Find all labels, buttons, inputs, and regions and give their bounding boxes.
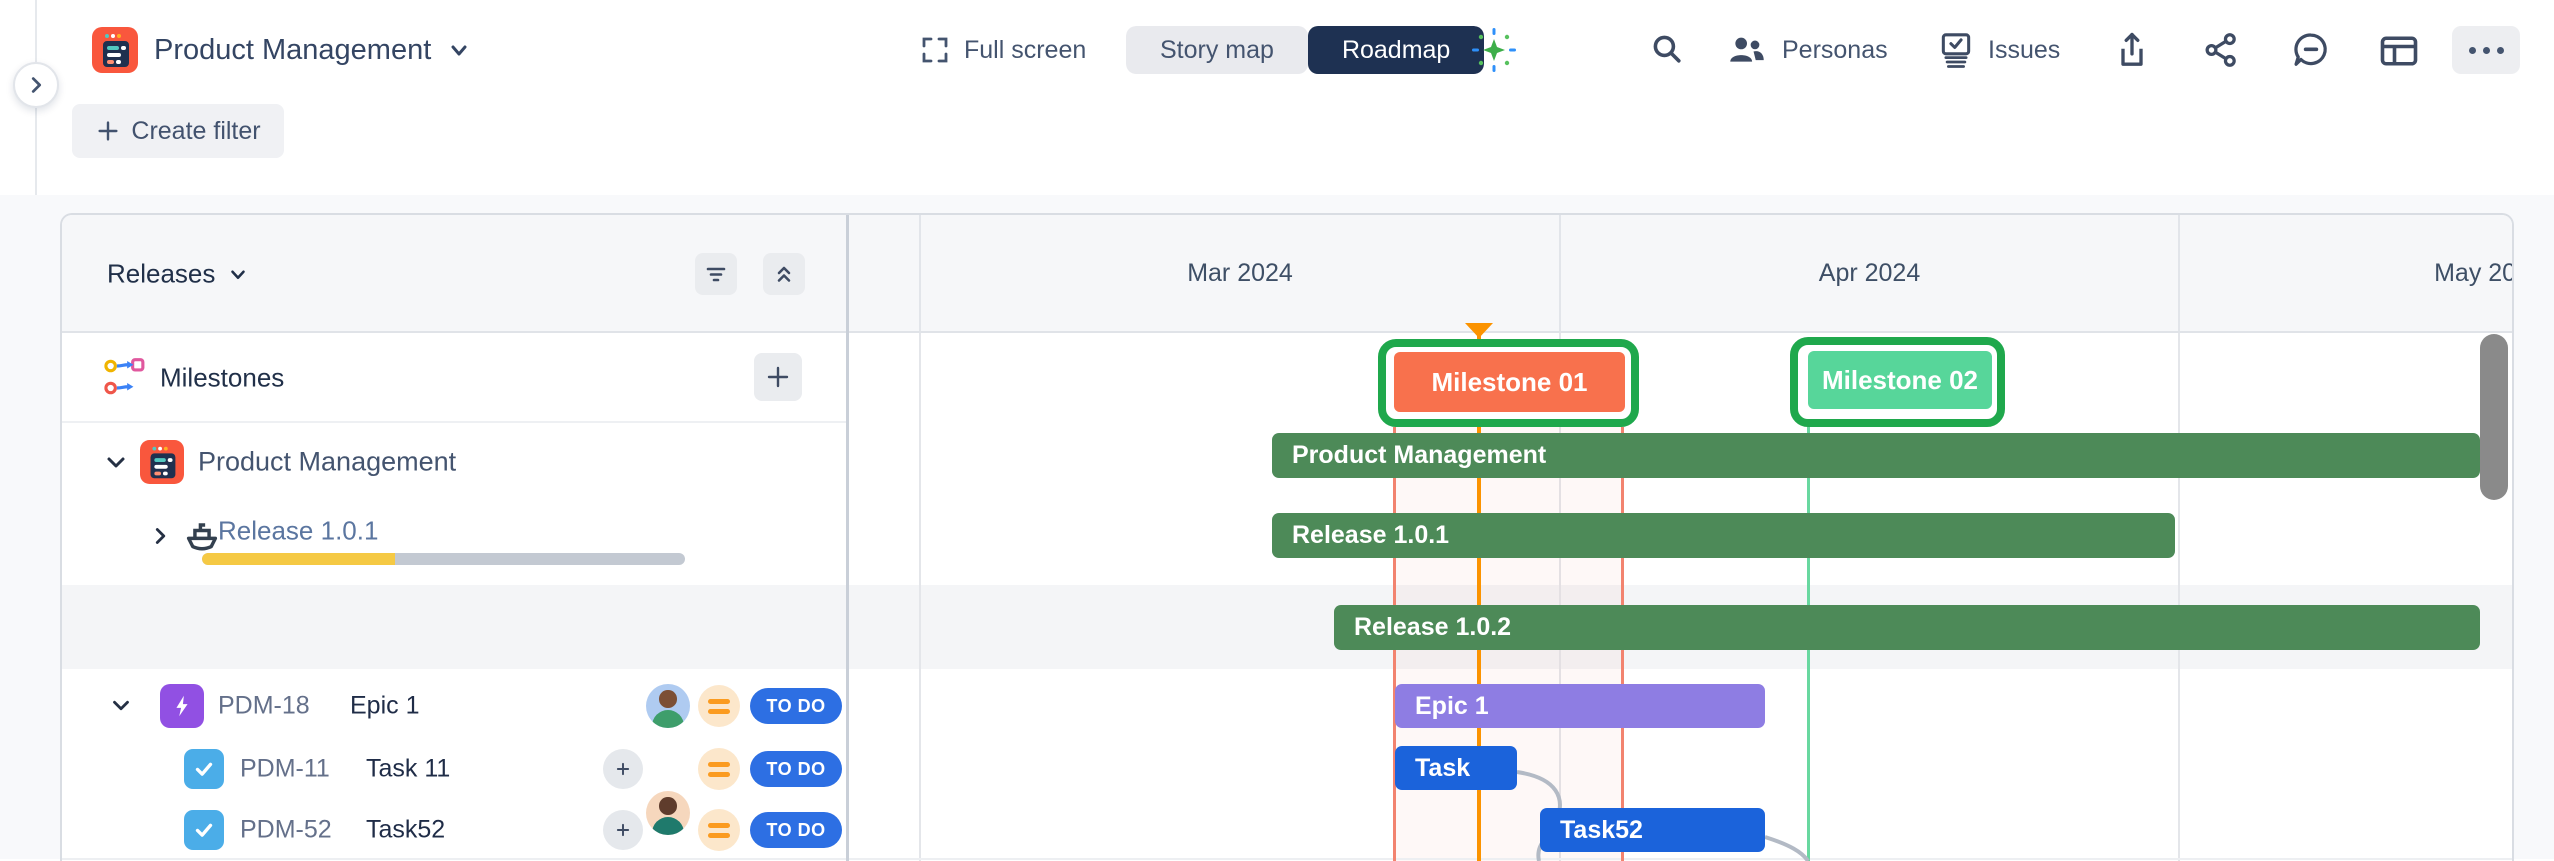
full-screen-label: Full screen xyxy=(964,35,1087,64)
expand-toggle-epic[interactable] xyxy=(108,693,134,719)
filter-button[interactable] xyxy=(695,253,737,295)
collapse-all-button[interactable] xyxy=(763,253,805,295)
month-header-may[interactable]: May 2024 xyxy=(2178,215,2512,331)
project-icon xyxy=(140,440,184,484)
row-divider xyxy=(62,421,846,423)
people-icon xyxy=(1726,34,1768,66)
month-header-mar[interactable]: Mar 2024 xyxy=(919,215,1559,331)
gantt-bar-epic[interactable]: Epic 1 xyxy=(1395,684,1765,728)
today-marker-icon[interactable] xyxy=(1465,323,1493,338)
add-milestone-button[interactable] xyxy=(754,353,802,401)
expand-toggle-release-101[interactable] xyxy=(148,523,174,549)
filter-icon xyxy=(703,261,729,287)
task-type-icon xyxy=(184,749,224,789)
create-filter-label: Create filter xyxy=(131,116,261,145)
issues-button[interactable]: Issues xyxy=(1938,26,2060,74)
tab-roadmap[interactable]: Roadmap xyxy=(1307,26,1485,74)
plus-icon xyxy=(764,363,792,391)
add-assignee-button[interactable] xyxy=(603,810,643,850)
roadmap-panel: Mar 2024 Apr 2024 May 2024 Releases Mi xyxy=(60,213,2514,861)
status-badge[interactable]: TO DO xyxy=(750,688,842,724)
issue-key[interactable]: PDM-18 xyxy=(218,691,310,720)
chevron-right-icon xyxy=(25,74,47,96)
panels-icon[interactable] xyxy=(2378,34,2420,68)
progress-fill xyxy=(202,553,396,565)
release-ship-icon xyxy=(180,514,224,558)
month-gridline xyxy=(919,333,921,861)
plus-icon xyxy=(95,118,121,144)
ai-sparkle-icon[interactable] xyxy=(1470,26,1518,74)
vertical-scrollbar[interactable] xyxy=(2480,334,2508,500)
status-badge[interactable]: TO DO xyxy=(750,812,842,848)
add-assignee-button[interactable] xyxy=(603,749,643,789)
issue-summary[interactable]: Task52 xyxy=(366,815,446,844)
status-badge[interactable]: TO DO xyxy=(750,751,842,787)
row-divider xyxy=(62,858,2512,860)
export-icon[interactable] xyxy=(2114,30,2150,70)
milestones-icon xyxy=(102,355,146,399)
fullscreen-icon xyxy=(920,35,950,65)
priority-medium-icon[interactable] xyxy=(698,748,740,790)
release-101-progress xyxy=(202,553,685,565)
panel-header xyxy=(62,215,2512,333)
milestone-2-highlight-box[interactable]: Milestone 02 xyxy=(1790,337,2005,427)
view-selector-dropdown[interactable]: Releases xyxy=(107,259,249,290)
full-screen-button[interactable]: Full screen xyxy=(920,26,1086,74)
task-type-icon xyxy=(184,810,224,850)
share-icon[interactable] xyxy=(2202,31,2240,69)
milestone-1-highlight-box[interactable]: Milestone 01 xyxy=(1378,339,1639,427)
project-title: Product Management xyxy=(154,33,432,66)
tab-story-map[interactable]: Story map xyxy=(1126,26,1308,74)
issue-summary[interactable]: Task 11 xyxy=(366,754,451,783)
gantt-bar-task-52[interactable]: Task52 xyxy=(1540,808,1765,852)
gantt-bar-project[interactable]: Product Management xyxy=(1272,433,2480,478)
view-selector-label: Releases xyxy=(107,258,216,289)
issues-icon xyxy=(1938,31,1974,69)
more-actions-button[interactable] xyxy=(2452,26,2520,74)
month-gridline xyxy=(1559,333,1561,861)
gantt-bar-release-101[interactable]: Release 1.0.1 xyxy=(1272,513,2175,558)
priority-medium-icon[interactable] xyxy=(698,809,740,851)
search-icon[interactable] xyxy=(1650,32,1686,68)
issues-label: Issues xyxy=(1988,35,2061,64)
project-logo-icon xyxy=(92,27,138,73)
milestones-label: Milestones xyxy=(160,362,285,393)
expand-toggle-project[interactable] xyxy=(102,448,130,476)
month-header-apr[interactable]: Apr 2024 xyxy=(1559,215,2178,331)
assignee-avatar[interactable] xyxy=(646,684,690,728)
assignee-avatar[interactable] xyxy=(646,791,690,835)
create-filter-button[interactable]: Create filter xyxy=(72,104,284,158)
feedback-icon[interactable] xyxy=(2292,31,2330,69)
priority-medium-icon[interactable] xyxy=(698,685,740,727)
milestone-2-label[interactable]: Milestone 02 xyxy=(1808,351,1992,409)
chevron-down-icon xyxy=(447,38,471,62)
chevron-down-icon xyxy=(227,263,249,285)
release-101-link[interactable]: Release 1.0.1 xyxy=(218,515,379,546)
epic-type-icon xyxy=(160,684,204,728)
personas-button[interactable]: Personas xyxy=(1726,26,1888,74)
panel-resizer-handle[interactable] xyxy=(846,215,849,861)
milestone-1-label[interactable]: Milestone 01 xyxy=(1394,352,1625,412)
tree-item-project-label[interactable]: Product Management xyxy=(198,446,457,477)
view-toggle: Story map Roadmap xyxy=(1126,26,1485,74)
project-switcher[interactable]: Product Management xyxy=(92,27,471,73)
gantt-bar-release-102[interactable]: Release 1.0.2 xyxy=(1334,605,2480,650)
gantt-bar-task-11[interactable]: Task xyxy=(1395,746,1517,790)
today-line xyxy=(1477,333,1481,861)
issue-key[interactable]: PDM-11 xyxy=(240,754,330,783)
month-gridline xyxy=(2178,333,2180,861)
issue-summary[interactable]: Epic 1 xyxy=(350,691,420,720)
dots-icon xyxy=(2468,46,2476,54)
issue-key[interactable]: PDM-52 xyxy=(240,815,332,844)
double-chevron-up-icon xyxy=(771,261,797,287)
personas-label: Personas xyxy=(1782,35,1888,64)
expand-sidebar-button[interactable] xyxy=(13,62,59,108)
